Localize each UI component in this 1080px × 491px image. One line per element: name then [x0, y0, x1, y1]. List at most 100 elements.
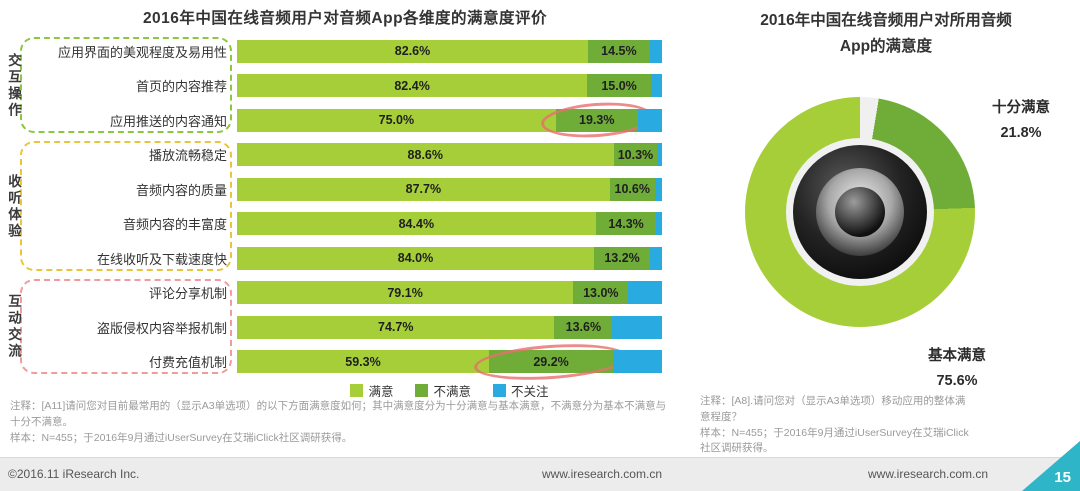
category-label: 应用界面的美观程度及易用性: [57, 44, 227, 60]
bar-segment-不关注: [650, 74, 662, 98]
bar-row: 在线收听及下载速度快 84.0% 13.2%: [0, 241, 662, 276]
legend-label: 不关注: [511, 385, 549, 399]
bar-segment-不关注: [657, 143, 662, 167]
value-label: 19.3%: [579, 113, 615, 128]
bar-segment-满意: 84.0%: [237, 246, 594, 270]
legend-swatch: [350, 384, 364, 397]
stacked-bar: 75.0% 19.3%: [237, 99, 662, 142]
legend-item: 满意: [350, 381, 393, 400]
category-label: 音频内容的质量: [135, 182, 227, 198]
right-chart-title-line2: App的满意度: [839, 38, 933, 56]
callout-basically-satisfied-label: 基本满意: [928, 348, 986, 364]
stacked-bar: 82.4% 15.0%: [237, 74, 662, 98]
callout-very-satisfied: 十分满意 21.8%: [992, 96, 1050, 147]
bar-row: 首页的内容推荐 82.4% 15.0%: [0, 69, 662, 104]
bar-segment-不满意: 15.0%: [587, 74, 651, 98]
website-url-right: www.iresearch.com.cn: [868, 467, 989, 481]
value-label: 75.0%: [378, 113, 415, 128]
stacked-bar: 59.3% 29.2%: [237, 339, 662, 385]
category-label: 付费充值机制: [148, 355, 227, 371]
value-label: 15.0%: [601, 78, 637, 93]
value-label: 29.2%: [533, 354, 569, 369]
bar-segment-不关注: [628, 281, 662, 305]
bar-segment-不关注: [650, 246, 662, 270]
bar-segment-满意: 59.3%: [237, 350, 490, 374]
category-label: 评论分享机制: [148, 286, 227, 302]
speaker-icon: [793, 145, 927, 279]
category-label: 盗版侵权内容举报机制: [96, 320, 227, 336]
bar-segment-满意: 88.6%: [237, 143, 614, 167]
bar-segment-满意: 75.0%: [237, 108, 556, 132]
bar-segment-不满意: 13.6%: [554, 315, 613, 339]
category-label: 播放流畅稳定: [148, 148, 227, 164]
right-sample: 样本：N=455；于2016年9月通过iUserSurvey在艾瑞iClick社…: [700, 426, 969, 455]
bar-segment-不满意: 10.3%: [613, 143, 658, 167]
value-label: 10.6%: [614, 182, 650, 197]
right-chart-title: 2016年中国在线音频用户对所用音频 App的满意度: [692, 8, 1080, 61]
value-label: 82.4%: [394, 78, 430, 93]
dimension-satisfaction-panel: 2016年中国在线音频用户对音频App各维度的满意度评价 应用界面的美观程度及易…: [0, 10, 674, 446]
category-label: 音频内容的丰富度: [122, 217, 227, 233]
bar-segment-不满意: 13.0%: [573, 281, 629, 305]
value-label: 88.6%: [407, 147, 443, 162]
website-url-left: www.iresearch.com.cn: [541, 467, 662, 481]
bar-segment-不关注: [613, 350, 662, 374]
bar-segment-不满意: 14.5%: [588, 39, 650, 63]
footer: ©2016.11 iResearch Inc. www.iresearch.co…: [0, 457, 1080, 491]
stacked-bar: 79.1% 13.0%: [237, 281, 662, 305]
stacked-bar: 88.6% 10.3%: [237, 143, 662, 167]
value-label: 14.5%: [601, 44, 637, 59]
overall-satisfaction-panel: 2016年中国在线音频用户对所用音频 App的满意度 十分满意 21.8% 基本…: [692, 0, 1080, 457]
bar-segment-不关注: [649, 39, 662, 63]
left-note: 注释：[A11]请问您对目前最常用的（显示A3单选项）的以下方面满意度如何；其中…: [10, 400, 667, 428]
stacked-bar: 74.7% 13.6%: [237, 315, 662, 339]
value-label: 79.1%: [387, 285, 423, 300]
bar-segment-不满意: 13.2%: [594, 246, 651, 270]
stacked-bar: 87.7% 10.6%: [237, 177, 662, 201]
value-label: 13.6%: [565, 320, 602, 335]
bar-segment-不关注: [637, 108, 662, 132]
callout-basically-satisfied: 基本满意 75.6%: [928, 344, 986, 395]
left-notes: 注释：[A11]请问您对目前最常用的（显示A3单选项）的以下方面满意度如何；其中…: [10, 399, 674, 446]
legend: 满意 不满意 不关注: [237, 381, 662, 400]
value-label: 14.3%: [608, 216, 644, 231]
bar-row: 音频内容的质量 87.7% 10.6%: [0, 172, 662, 207]
bar-rows: 应用界面的美观程度及易用性 82.6% 14.5% 首页的内容推荐 82.4% 15.0%…: [0, 34, 662, 385]
bar-segment-不满意: 10.6%: [609, 177, 655, 201]
category-label: 应用推送的内容通知: [109, 113, 227, 129]
value-label: 84.0%: [397, 251, 434, 266]
stacked-bar: 84.0% 13.2%: [237, 246, 662, 270]
category-label: 首页的内容推荐: [135, 79, 227, 95]
bar-row: 音频内容的丰富度 84.4% 14.3%: [0, 207, 662, 242]
copyright: ©2016.11 iResearch Inc.: [8, 467, 140, 481]
bar-row: 付费充值机制 59.3% 29.2%: [0, 339, 662, 385]
bar-segment-不关注: [656, 212, 662, 236]
bar-segment-满意: 79.1%: [237, 281, 574, 305]
value-label: 59.3%: [345, 354, 381, 369]
speaker-ring: [816, 168, 904, 256]
donut-hole: [786, 138, 934, 286]
value-label: 84.4%: [398, 216, 435, 231]
bar-row: 盗版侵权内容举报机制 74.7% 13.6%: [0, 310, 662, 345]
right-note: 注释：[A8].请问您对（显示A3单选项）移动应用的整体满意程度？: [700, 395, 966, 423]
donut-chart: [745, 97, 975, 327]
bar-row: 评论分享机制 79.1% 13.0%: [0, 276, 662, 311]
legend-swatch: [493, 384, 506, 397]
value-label: 87.7%: [405, 182, 442, 197]
bar-segment-不关注: [654, 177, 662, 201]
bar-segment-满意: 74.7%: [237, 315, 555, 339]
speaker-cone: [835, 187, 885, 237]
bar-row: 应用界面的美观程度及易用性 82.6% 14.5%: [0, 34, 662, 69]
bar-segment-不满意: 19.3%: [539, 99, 654, 142]
legend-label: 不满意: [433, 385, 471, 399]
legend-item: 不关注: [493, 381, 549, 400]
legend-item: 不满意: [415, 381, 471, 400]
stacked-bar: 84.4% 14.3%: [237, 212, 662, 236]
value-label: 82.6%: [394, 44, 431, 59]
bar-segment-满意: 84.4%: [237, 212, 596, 236]
category-label: 在线收听及下载速度快: [96, 251, 227, 267]
callout-very-satisfied-label: 十分满意: [992, 100, 1050, 116]
bar-segment-满意: 82.4%: [237, 74, 588, 98]
bar-row: 播放流畅稳定 88.6% 10.3%: [0, 138, 662, 173]
